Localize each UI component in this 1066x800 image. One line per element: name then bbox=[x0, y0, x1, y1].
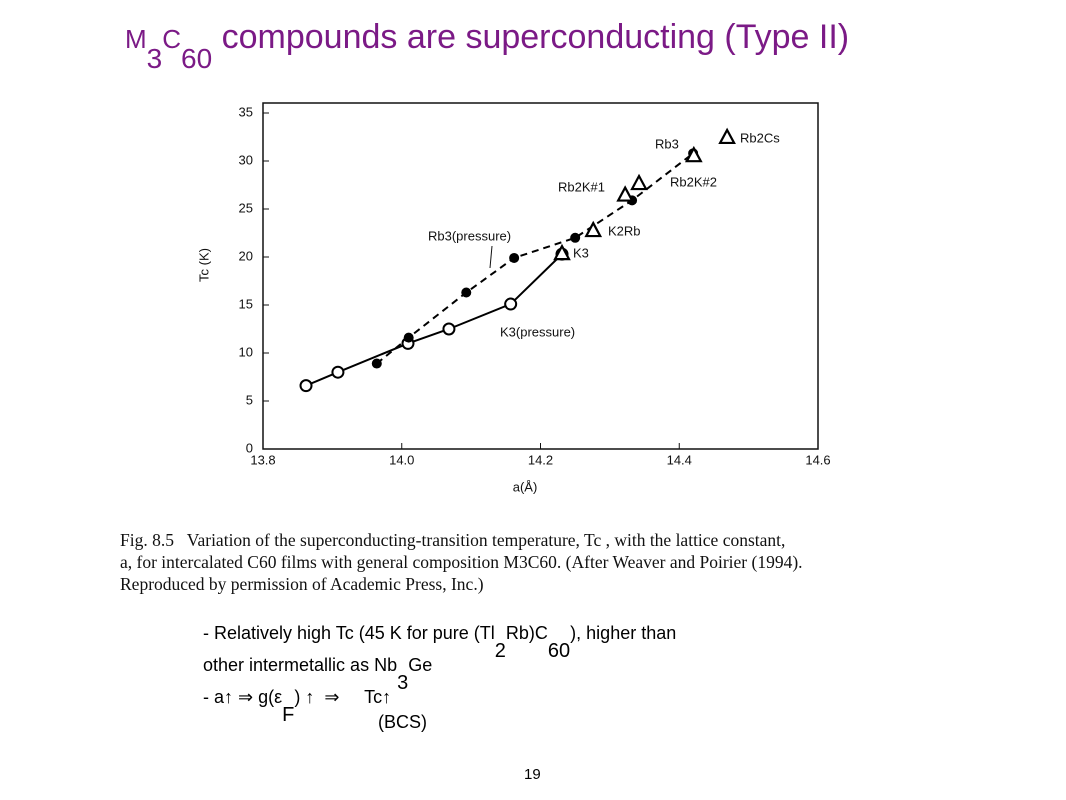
circle-marker bbox=[509, 252, 520, 263]
annotation: K3(pressure) bbox=[500, 324, 575, 339]
bullet-text: Rb)C bbox=[505, 623, 548, 643]
bullet: - Relatively high Tc (45 K for pure (Tl2… bbox=[203, 622, 677, 662]
y-tick-label: 0 bbox=[246, 440, 253, 455]
bullet-text: Ge bbox=[408, 655, 433, 675]
annotation: K2Rb bbox=[608, 223, 641, 238]
bullet: other intermetallic as Nb3Ge bbox=[203, 654, 433, 694]
triangle-marker bbox=[553, 243, 571, 261]
x-tick-label: 14.6 bbox=[805, 452, 830, 467]
slide-title: M3C60 compounds are superconducting (Typ… bbox=[125, 18, 850, 74]
circle-marker bbox=[299, 379, 313, 393]
bullet-text: other intermetallic as Nb bbox=[203, 655, 398, 675]
circle-marker bbox=[570, 232, 581, 243]
circle-marker bbox=[504, 297, 518, 311]
x-axis-label: a(Å) bbox=[513, 479, 538, 494]
x-tick-label: 14.0 bbox=[389, 452, 414, 467]
title-part: compounds are superconducting (Type II) bbox=[212, 18, 850, 56]
annotation: Rb2Cs bbox=[740, 130, 780, 145]
circle-marker bbox=[403, 332, 414, 343]
bullet-sub: 3 bbox=[397, 672, 409, 694]
page-number: 19 bbox=[524, 766, 541, 783]
title-part: C bbox=[162, 24, 182, 54]
triangle-marker bbox=[718, 127, 736, 145]
leader-line bbox=[489, 245, 493, 269]
y-tick-label: 35 bbox=[239, 104, 253, 119]
series-line bbox=[305, 253, 563, 387]
title-sub: 3 bbox=[146, 43, 163, 74]
y-tick-label: 15 bbox=[239, 296, 253, 311]
bullet-sub: F bbox=[282, 704, 295, 726]
bullet-text: - a↑ ⇒ g(ε bbox=[203, 687, 283, 707]
circle-marker bbox=[331, 365, 345, 379]
caption-line: a, for intercalated C60 films with gener… bbox=[120, 552, 803, 572]
caption-line: Reproduced by permission of Academic Pre… bbox=[120, 574, 484, 594]
title-part: M bbox=[125, 24, 147, 54]
y-tick-label: 25 bbox=[239, 200, 253, 215]
circle-marker bbox=[442, 322, 456, 336]
bullet-text: - Relatively high Tc (45 K for pure (Tl bbox=[203, 623, 495, 643]
bullet-sub: 2 bbox=[494, 640, 506, 662]
triangle-marker bbox=[584, 220, 603, 238]
y-tick-label: 20 bbox=[239, 248, 253, 263]
bullet-text: ), higher than bbox=[570, 623, 677, 643]
x-tick-label: 14.4 bbox=[667, 452, 692, 467]
bullet: (BCS) bbox=[378, 712, 427, 732]
x-tick-label: 14.2 bbox=[528, 452, 553, 467]
y-tick-label: 10 bbox=[239, 344, 253, 359]
annotation: Rb3 bbox=[655, 136, 679, 151]
triangle-marker bbox=[616, 185, 634, 202]
annotation: Rb2K#1 bbox=[558, 179, 605, 194]
title-sub: 60 bbox=[181, 43, 213, 74]
y-tick-label: 5 bbox=[246, 392, 253, 407]
bullet-sub: 60 bbox=[547, 640, 571, 662]
triangle-marker bbox=[684, 145, 703, 163]
y-axis-label: Tc (K) bbox=[196, 248, 211, 282]
circle-marker bbox=[371, 358, 382, 369]
circle-marker bbox=[461, 287, 472, 298]
annotation: Rb2K#2 bbox=[670, 174, 717, 189]
bullet: - a↑ ⇒ g(εF) ↑ ⇒ Tc↑ bbox=[203, 686, 392, 726]
annotation: K3 bbox=[573, 245, 589, 260]
y-tick-label: 30 bbox=[239, 152, 253, 167]
bullet-text: ) ↑ ⇒ Tc↑ bbox=[294, 687, 392, 707]
x-tick-label: 13.8 bbox=[250, 452, 275, 467]
triangle-marker bbox=[630, 173, 648, 191]
annotation: Rb3(pressure) bbox=[428, 228, 511, 243]
caption-line: Fig. 8.5 Variation of the superconductin… bbox=[120, 530, 786, 550]
